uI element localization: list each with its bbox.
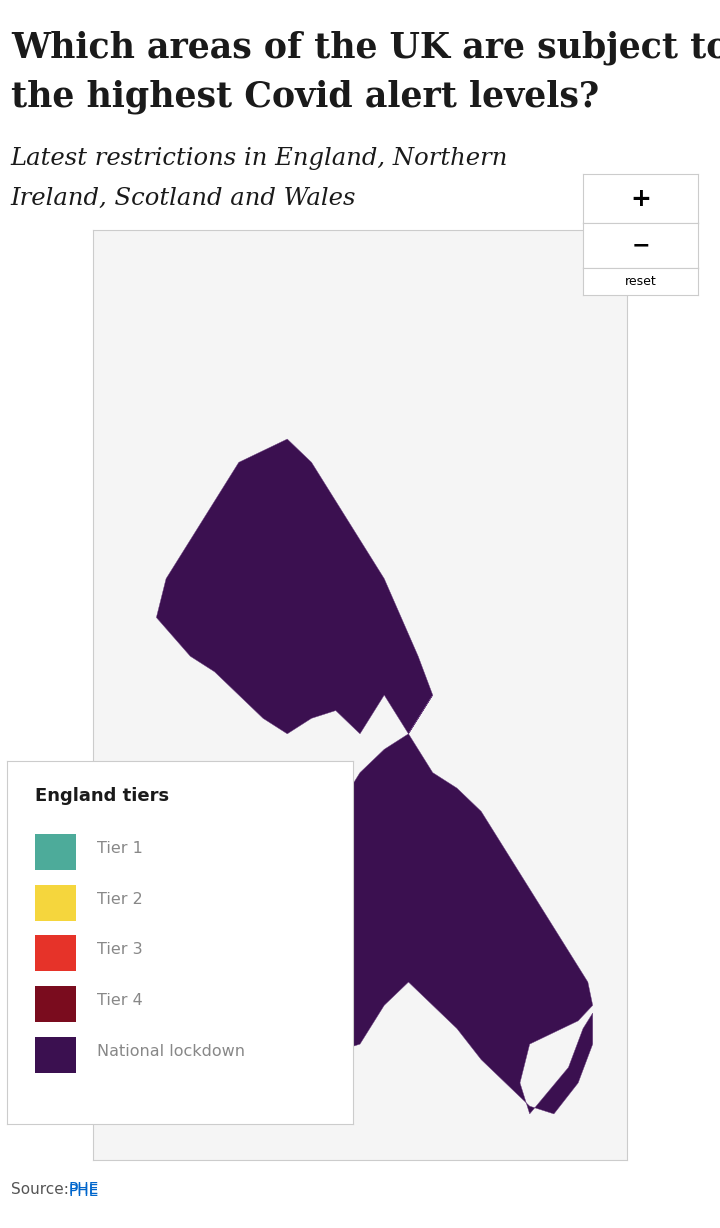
Text: Tier 3: Tier 3 bbox=[97, 942, 143, 958]
Text: reset: reset bbox=[625, 275, 657, 287]
Text: Latest restrictions in England, Northern: Latest restrictions in England, Northern bbox=[11, 147, 508, 171]
FancyBboxPatch shape bbox=[35, 884, 76, 921]
Text: National lockdown: National lockdown bbox=[97, 1044, 245, 1059]
Text: England tiers: England tiers bbox=[35, 787, 169, 804]
FancyBboxPatch shape bbox=[35, 1036, 76, 1073]
Text: Source:: Source: bbox=[11, 1183, 73, 1197]
Text: +: + bbox=[631, 187, 651, 211]
FancyBboxPatch shape bbox=[35, 986, 76, 1022]
Text: Tier 1: Tier 1 bbox=[97, 841, 143, 856]
Text: Tier 2: Tier 2 bbox=[97, 892, 143, 906]
Text: Tier 4: Tier 4 bbox=[97, 993, 143, 1008]
Polygon shape bbox=[156, 440, 433, 734]
Text: PHE: PHE bbox=[68, 1183, 99, 1197]
FancyBboxPatch shape bbox=[35, 834, 76, 869]
Text: Which areas of the UK are subject to: Which areas of the UK are subject to bbox=[11, 31, 720, 65]
Text: Ireland, Scotland and Wales: Ireland, Scotland and Wales bbox=[11, 187, 356, 210]
Polygon shape bbox=[253, 734, 593, 1114]
Text: the highest Covid alert levels?: the highest Covid alert levels? bbox=[11, 80, 599, 114]
Text: −: − bbox=[631, 236, 650, 255]
Text: PHE: PHE bbox=[68, 1184, 99, 1199]
FancyBboxPatch shape bbox=[35, 936, 76, 971]
